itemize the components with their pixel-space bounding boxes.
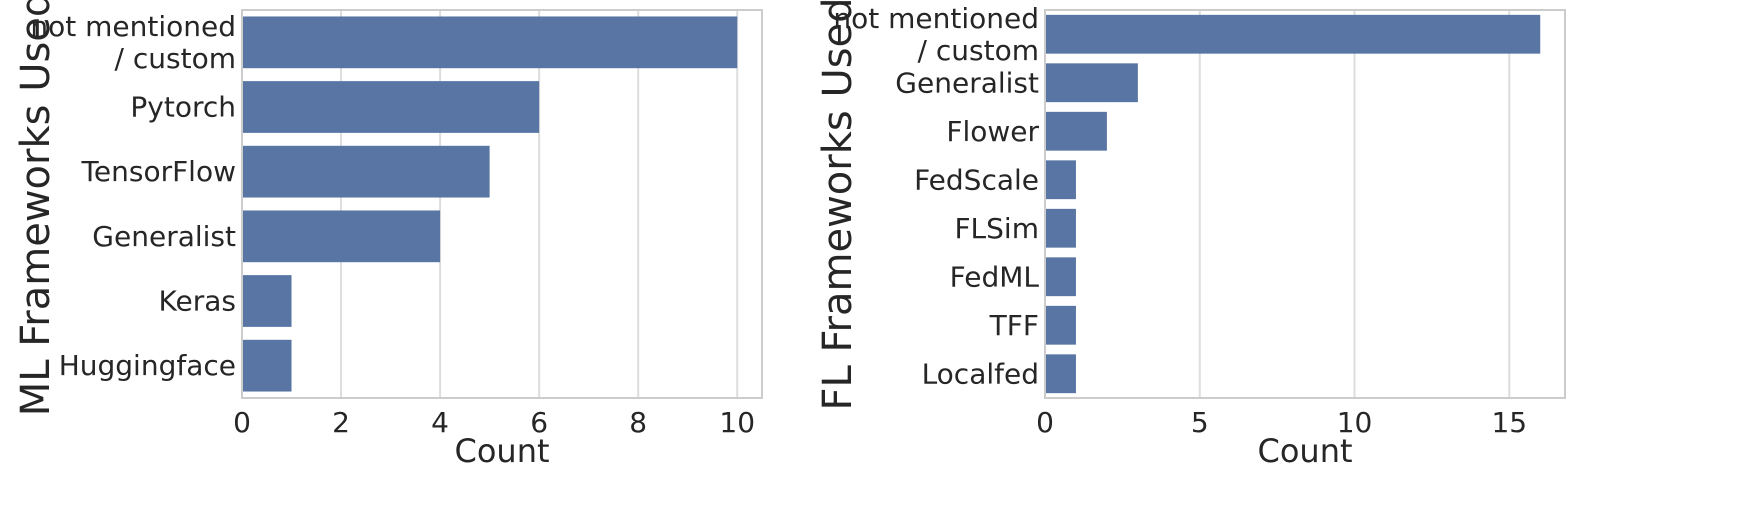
chart-2-bar-7 bbox=[1045, 354, 1076, 394]
chart-2-category-label-1: Generalist bbox=[895, 66, 1039, 99]
chart-2-bar-4 bbox=[1045, 208, 1076, 248]
chart-1-x-tick-label-5: 10 bbox=[719, 406, 755, 439]
chart-2-bar-2 bbox=[1045, 111, 1107, 151]
chart-1-category-label-1: Pytorch bbox=[130, 91, 236, 124]
chart-2-x-tick-label-2: 10 bbox=[1337, 406, 1373, 439]
chart-1-x-tick-label-4: 8 bbox=[629, 406, 647, 439]
chart-1-x-tick-label-0: 0 bbox=[233, 406, 251, 439]
chart-1-x-tick-label-1: 2 bbox=[332, 406, 350, 439]
chart-2-category-label-0-line-1: / custom bbox=[918, 34, 1039, 67]
chart-2-category-label-6: TFF bbox=[989, 309, 1039, 342]
chart-2-category-label-4: FLSim bbox=[954, 212, 1039, 245]
chart-2-category-label-0-line-0: not mentioned bbox=[833, 2, 1039, 35]
chart-1-x-tick-label-3: 6 bbox=[530, 406, 548, 439]
chart-1-category-label-5: Huggingface bbox=[59, 349, 236, 382]
chart-2-x-tick-label-0: 0 bbox=[1036, 406, 1054, 439]
chart-1-bar-0 bbox=[242, 16, 738, 69]
ml-frameworks-chart: not mentioned/ custom Pytorch TensorFlow Ge… bbox=[13, 0, 763, 470]
chart-2-bar-5 bbox=[1045, 257, 1076, 297]
chart-1-bar-4 bbox=[242, 275, 292, 327]
chart-2-bar-3 bbox=[1045, 160, 1076, 200]
chart-1-bar-5 bbox=[242, 339, 292, 392]
chart-2-bar-0 bbox=[1045, 14, 1541, 54]
chart-1-category-label-2: TensorFlow bbox=[81, 155, 236, 188]
chart-2-category-label-3: FedScale bbox=[914, 163, 1039, 196]
chart-1-bar-3 bbox=[242, 210, 441, 263]
chart-1-bar-1 bbox=[242, 81, 540, 133]
chart-2-plot-frame bbox=[1044, 9, 1566, 399]
chart-2-x-tick-label-3: 15 bbox=[1491, 406, 1527, 439]
chart-1-bar-2 bbox=[242, 145, 490, 198]
chart-1-x-tick-label-2: 4 bbox=[431, 406, 449, 439]
chart-1-plot-frame bbox=[241, 9, 763, 399]
chart-2-y-axis-title: FL Frameworks Used bbox=[815, 0, 861, 411]
chart-2-category-label-5: FedML bbox=[950, 260, 1040, 293]
chart-1-category-label-0-line-1: / custom bbox=[115, 42, 236, 75]
chart-2-x-axis-title: Count bbox=[1257, 432, 1352, 470]
chart-1-category-label-3: Generalist bbox=[92, 220, 236, 253]
chart-1-y-axis-title: ML Frameworks Used bbox=[13, 0, 59, 416]
chart-2-category-label-7: Localfed bbox=[922, 357, 1039, 390]
chart-1-category-label-0-line-0: not mentioned bbox=[30, 10, 236, 43]
chart-2-category-label-2: Flower bbox=[946, 115, 1039, 148]
chart-1-category-label-4: Keras bbox=[159, 285, 236, 318]
chart-2-x-tick-label-1: 5 bbox=[1191, 406, 1209, 439]
chart-1-x-axis-title: Count bbox=[454, 432, 549, 470]
chart-2-bar-1 bbox=[1045, 63, 1138, 103]
chart-2-bar-6 bbox=[1045, 305, 1076, 345]
